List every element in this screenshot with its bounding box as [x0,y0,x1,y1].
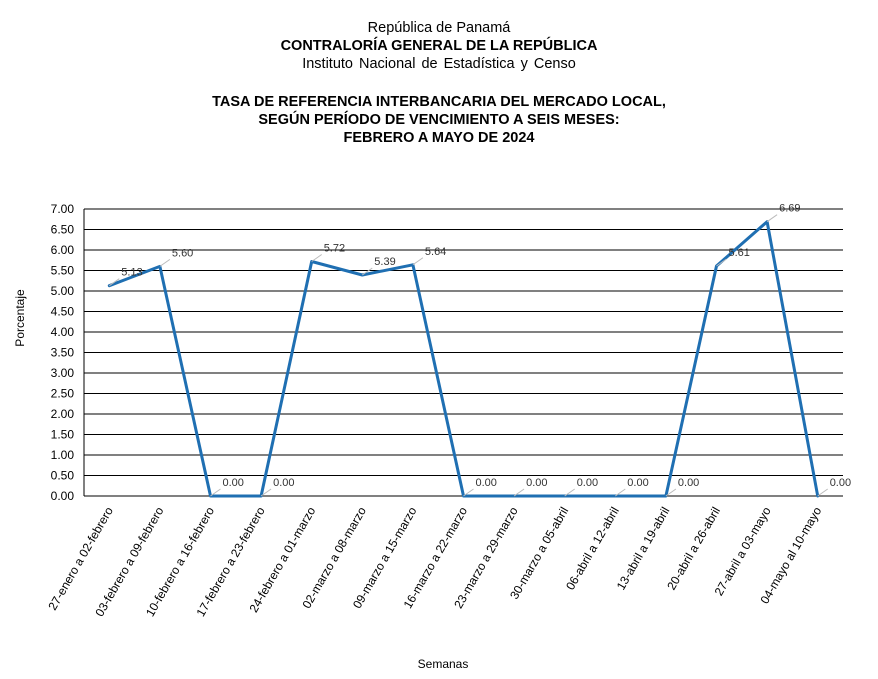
y-tick-label: 4.00 [51,325,75,339]
header-institution: CONTRALORÍA GENERAL DE LA REPÚBLICA [280,38,598,54]
data-label: 5.13 [121,267,142,279]
y-tick-label: 0.00 [51,489,75,503]
data-label-leader [362,267,373,276]
y-tick-label: 5.00 [51,284,75,298]
y-tick-label: 2.00 [51,407,75,421]
y-tick-label: 6.00 [51,243,75,257]
y-tick-label: 5.50 [51,264,75,278]
data-label: 0.00 [526,477,547,489]
x-tick-label: 27-abril a 03-mayo [712,504,774,598]
data-label-leader [109,278,120,287]
header-country: República de Panamá [367,20,511,36]
data-label-leader [665,488,677,497]
data-label: 5.60 [172,247,193,259]
data-label: 0.00 [678,477,699,489]
data-label: 0.00 [476,477,497,489]
data-labels: 5.13 5.60 0.00 0.00 5.72 5.39 5.64 0.00 0.00 0.00… [109,203,851,497]
y-tick-label: 1.50 [51,428,75,442]
data-label-leader [817,488,828,497]
data-label-leader [260,488,272,497]
y-tick-label: 7.00 [51,202,75,216]
data-label: 5.72 [324,242,345,254]
chart-title-line-1: TASA DE REFERENCIA INTERBANCARIA DEL MER… [212,94,666,110]
data-label: 0.00 [627,477,648,489]
data-label-leader [564,488,575,497]
data-label: 5.61 [729,247,750,259]
data-label: 6.69 [779,203,800,215]
data-label: 5.39 [374,256,395,268]
data-label-leader [311,254,322,262]
y-axis-ticks: 0.00 0.50 1.00 1.50 2.00 2.50 3.00 3.50 4.00 4.50… [51,202,75,503]
y-tick-label: 1.00 [51,448,75,462]
x-tick-label: 30-marzo a 05-abril [507,505,571,602]
y-tick-label: 6.50 [51,223,75,237]
chart-title-line-3: FEBRERO A MAYO DE 2024 [343,130,535,146]
y-tick-label: 3.00 [51,366,75,380]
data-label-leader [463,488,474,497]
data-label-leader [210,488,221,497]
data-label-leader [766,214,778,223]
y-tick-label: 3.50 [51,346,75,360]
data-label-leader [513,488,525,497]
chart-title-line-2: SEGÚN PERÍODO DE VENCIMIENTO A SEIS MESE… [258,112,620,128]
data-label: 0.00 [223,477,244,489]
y-tick-label: 4.50 [51,305,75,319]
data-label-leader [716,258,727,267]
header-institute: Instituto Nacional de Estadística y Cens… [302,56,576,72]
y-tick-label: 2.50 [51,387,75,401]
x-tick-label: 20-abril a 26-abril [664,505,723,593]
data-label: 5.64 [425,246,446,258]
x-tick-label: 06-abril a 12-abril [563,505,622,593]
data-label-leader [159,258,171,267]
data-label-leader [412,257,424,266]
data-label: 0.00 [830,477,851,489]
data-label: 0.00 [577,477,598,489]
x-axis-title: Semanas [418,657,469,671]
y-tick-label: 0.50 [51,469,75,483]
data-label-leader [615,488,626,497]
y-axis-title: Porcentaje [13,289,27,347]
data-label: 0.00 [273,477,294,489]
x-tick-label: 13-abril a 19-abril [614,505,673,593]
